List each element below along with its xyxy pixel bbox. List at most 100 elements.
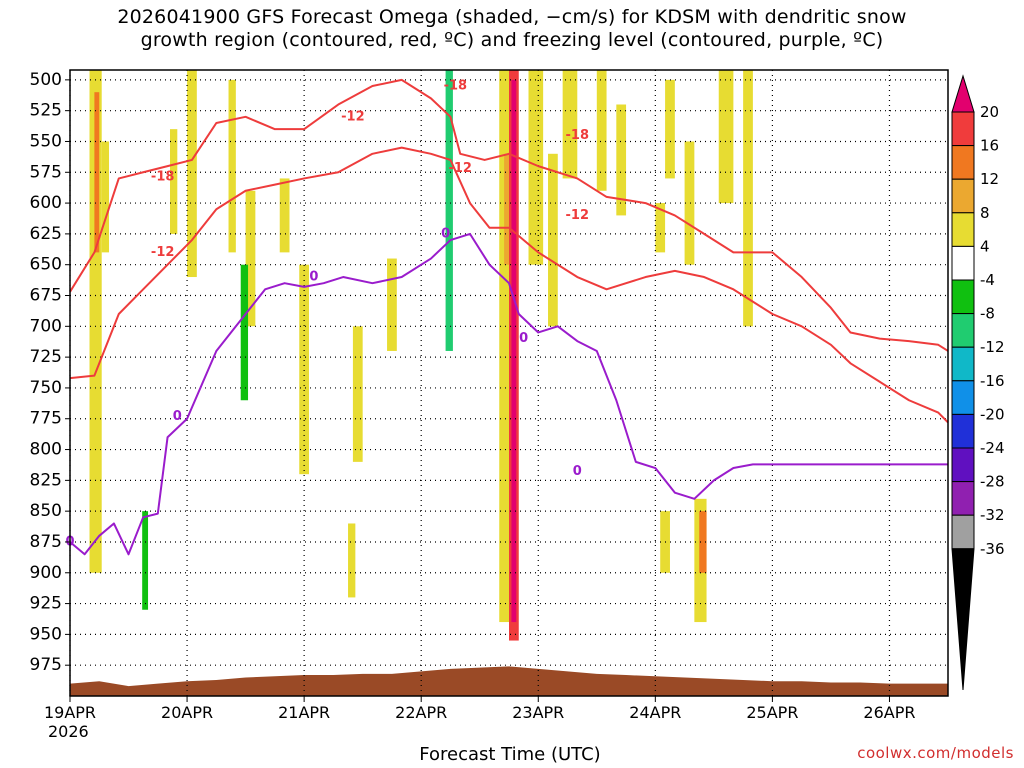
colorbar-label: 12 — [980, 170, 999, 188]
omega-cell — [511, 79, 517, 623]
y-tick-label: 900 — [30, 563, 62, 583]
omega-cell — [101, 141, 110, 253]
omega-cell — [187, 70, 197, 278]
contour-label: -18 — [444, 79, 468, 94]
colorbar-segment — [951, 514, 975, 550]
y-tick-label: 775 — [30, 409, 62, 429]
credit-link[interactable]: coolwx.com/models — [857, 744, 1014, 762]
omega-cell — [228, 79, 236, 253]
colorbar-label: -32 — [980, 506, 1005, 524]
y-tick-label: 600 — [30, 193, 62, 213]
y-tick-label: 975 — [30, 655, 62, 675]
colorbar-segment — [951, 413, 975, 449]
colorbar-label: -36 — [980, 540, 1005, 558]
omega-cell — [240, 264, 249, 401]
chart-title: 2026041900 GFS Forecast Omega (shaded, −… — [117, 6, 907, 51]
terrain — [70, 666, 948, 696]
y-tick-label: 750 — [30, 378, 62, 398]
colorbar-segment — [951, 313, 975, 348]
contour-label: 0 — [309, 270, 318, 285]
omega-cell — [562, 70, 578, 179]
colorbar-top-arrow — [951, 74, 975, 113]
omega-cell — [445, 70, 453, 351]
colorbar-label: 8 — [980, 204, 990, 222]
contour-label: -18 — [566, 128, 590, 143]
omega-cell — [218, 70, 229, 364]
contour-label: -12 — [151, 245, 175, 260]
omega-cell — [499, 70, 509, 623]
omega-cell — [621, 486, 631, 598]
omega-cell — [82, 381, 88, 487]
colorbar-label: 20 — [980, 103, 999, 121]
colorbar-label: -12 — [980, 338, 1005, 356]
y-tick-label: 850 — [30, 501, 62, 521]
contour-label: 0 — [441, 226, 450, 241]
x-tick-label: 19APR — [44, 703, 96, 722]
snow-growth-lower-contour — [69, 146, 949, 424]
omega-cell — [528, 70, 544, 265]
omega-cell — [665, 79, 675, 179]
colorbar-label: 4 — [980, 237, 990, 255]
colorbar-label: 16 — [980, 137, 999, 155]
x-tick-label: 20APR — [161, 703, 213, 722]
colorbar-segment — [951, 245, 975, 281]
colorbar-segment — [951, 481, 975, 516]
x-tick-label: 23APR — [512, 703, 564, 722]
contour-label: -12 — [341, 109, 365, 124]
omega-cell — [645, 511, 656, 623]
omega-cell — [352, 326, 363, 462]
omega-cell — [348, 523, 356, 598]
omega-cell — [699, 511, 707, 573]
colorbar-label: -20 — [980, 405, 1005, 423]
colorbar-label: -24 — [980, 439, 1005, 457]
x-tick-label: 26APR — [863, 703, 915, 722]
omega-cell — [684, 141, 695, 265]
omega-cell — [489, 70, 497, 327]
x-tick-label: 22APR — [395, 703, 447, 722]
omega-cell — [411, 326, 422, 438]
colorbar-segment — [951, 111, 975, 147]
omega-cell — [142, 511, 149, 610]
omega-cell — [279, 178, 290, 253]
y-tick-label: 925 — [30, 594, 62, 614]
y-tick-label: 525 — [30, 101, 62, 121]
y-tick-label: 575 — [30, 162, 62, 182]
colorbar-segment — [951, 380, 975, 415]
omega-cell — [265, 92, 280, 154]
omega-cell — [169, 129, 178, 234]
x-tick-label: 25APR — [746, 703, 798, 722]
omega-cell — [548, 153, 558, 327]
omega-cell — [245, 190, 256, 327]
omega-cell — [645, 70, 658, 154]
omega-cell — [743, 70, 753, 327]
omega-cell — [250, 326, 258, 450]
omega-cell — [616, 104, 627, 216]
colorbar-segment — [951, 212, 975, 247]
contour-label: 0 — [573, 464, 582, 479]
x-tick-label: 24APR — [629, 703, 681, 722]
terrain-surface — [70, 666, 948, 696]
contours — [69, 78, 949, 556]
omega-cell — [504, 153, 512, 265]
y-tick-label: 725 — [30, 347, 62, 367]
y-tick-label: 500 — [30, 70, 62, 90]
y-tick-label: 625 — [30, 224, 62, 244]
omega-cell — [460, 153, 470, 604]
y-tick-label: 875 — [30, 532, 62, 552]
omega-cell — [655, 203, 666, 253]
colorbar-segment — [951, 279, 975, 315]
omega-shading — [82, 70, 753, 641]
x-tick-label: 21APR — [278, 703, 330, 722]
omega-cell — [474, 203, 490, 598]
colorbar-label: -28 — [980, 473, 1005, 491]
colorbar-label: -16 — [980, 372, 1005, 390]
y-axis: 500 525 550 575 600 625 650 675 700 725 750 775 800 8… — [30, 70, 70, 675]
omega-cell — [387, 258, 397, 351]
x-axis-label: Forecast Time (UTC) — [419, 744, 601, 765]
colorbar-segment — [951, 145, 975, 180]
contour-label: -18 — [151, 170, 175, 185]
y-tick-label: 550 — [30, 131, 62, 151]
y-tick-label: 950 — [30, 624, 62, 644]
